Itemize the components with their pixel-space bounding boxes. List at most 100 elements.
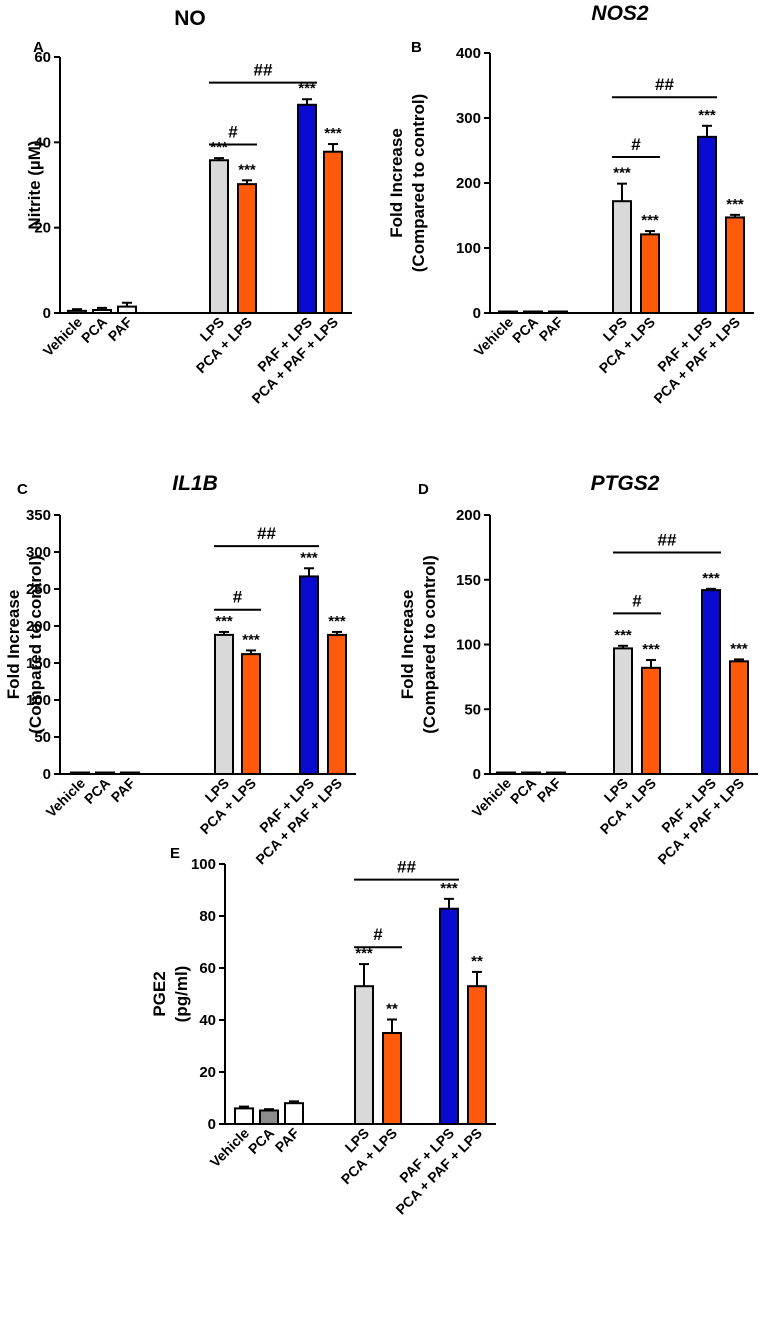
comparison-label: ## bbox=[397, 858, 416, 877]
bar-pca-paf-lps bbox=[323, 150, 343, 314]
panel-letter: B bbox=[411, 39, 422, 56]
bar-vehicle bbox=[67, 309, 87, 315]
y-axis-label-line: (Compared to control) bbox=[26, 555, 45, 734]
significance-label: *** bbox=[440, 880, 458, 897]
significance-label: *** bbox=[730, 640, 748, 657]
x-category-label: PCA bbox=[81, 775, 113, 807]
y-tick-label: 40 bbox=[199, 1012, 216, 1029]
x-category-label: PCA bbox=[245, 1125, 277, 1157]
y-tick-label: 50 bbox=[464, 701, 481, 718]
bar-paf-lps bbox=[299, 575, 319, 775]
y-tick-label: 300 bbox=[26, 544, 51, 561]
bar-paf-lps bbox=[439, 907, 459, 1125]
y-axis-label-line: Fold Increase bbox=[387, 128, 406, 238]
bar-lps bbox=[214, 633, 234, 775]
y-axis-label: Fold Increase (Compared to control) bbox=[398, 555, 439, 734]
y-axis-label: Fold Increase (Compared to control) bbox=[4, 555, 45, 734]
y-axis-label: PGE2 (pg/ml) bbox=[150, 966, 191, 1023]
bar-pca-paf-lps bbox=[729, 660, 749, 776]
y-tick-label: 150 bbox=[26, 655, 51, 672]
y-tick-label: 0 bbox=[473, 766, 481, 783]
y-tick-label: 200 bbox=[26, 618, 51, 635]
bar-lps bbox=[612, 200, 632, 314]
y-tick-label: 0 bbox=[43, 766, 51, 783]
y-tick-label: 300 bbox=[456, 110, 481, 127]
y-tick-label: 100 bbox=[456, 240, 481, 257]
y-tick-label: 100 bbox=[191, 856, 216, 873]
panel-letter: E bbox=[170, 845, 180, 862]
y-axis-label-line: Fold Increase bbox=[4, 590, 23, 700]
significance-label: *** bbox=[215, 613, 233, 630]
y-tick-label: 80 bbox=[199, 908, 216, 925]
comparison-label: # bbox=[228, 122, 238, 141]
y-tick-label: 0 bbox=[208, 1116, 216, 1133]
comparison-label: # bbox=[631, 135, 641, 154]
y-axis-label-line: (pg/ml) bbox=[172, 966, 191, 1023]
y-tick-label: 200 bbox=[456, 175, 481, 192]
significance-label: *** bbox=[698, 107, 716, 124]
y-axis-label: Fold Increase (Compared to control) bbox=[387, 94, 428, 273]
comparison-label: ## bbox=[658, 531, 677, 550]
y-axis-label-line: Nitrite (µM) bbox=[25, 140, 44, 229]
y-axis-label-line: Fold Increase bbox=[398, 590, 417, 700]
bar-pca bbox=[259, 1109, 279, 1125]
y-tick-label: 350 bbox=[26, 507, 51, 524]
significance-label: *** bbox=[324, 125, 342, 142]
y-tick-label: 0 bbox=[43, 305, 51, 322]
comparison-label: ## bbox=[257, 524, 276, 543]
y-axis-label-line: (Compared to control) bbox=[420, 555, 439, 734]
significance-label: *** bbox=[298, 80, 316, 97]
bar-pca-lps bbox=[237, 183, 257, 314]
y-tick-label: 20 bbox=[34, 220, 51, 237]
panel-d: D PTGS2 0 50 100 150 200 Fold Increase (Compared… bbox=[398, 472, 758, 868]
panel-letter: D bbox=[418, 481, 429, 498]
significance-label: *** bbox=[300, 549, 318, 566]
panel-c: C IL1B 0 50 100 150 200 250 300 350 Fold Increase(… bbox=[4, 472, 356, 868]
y-axis-label-line: (Compared to control) bbox=[409, 94, 428, 273]
chart-title: NO bbox=[174, 7, 206, 30]
comparison-label: # bbox=[373, 925, 383, 944]
bar-pca bbox=[92, 309, 112, 315]
significance-label: *** bbox=[328, 613, 346, 630]
significance-label: ** bbox=[386, 1000, 398, 1017]
bar-vehicle bbox=[234, 1107, 254, 1126]
significance-label: *** bbox=[702, 570, 720, 587]
y-tick-label: 50 bbox=[34, 729, 51, 746]
comparison-label: ## bbox=[655, 75, 674, 94]
y-tick-label: 100 bbox=[26, 692, 51, 709]
significance-label: *** bbox=[726, 196, 744, 213]
bar-pca-lps bbox=[382, 1032, 402, 1125]
x-category-label: PCA bbox=[507, 775, 539, 807]
bar-pca-paf-lps bbox=[327, 633, 347, 775]
significance-label: *** bbox=[242, 631, 260, 648]
x-category-label: PCA bbox=[509, 314, 541, 346]
significance-label: *** bbox=[614, 627, 632, 644]
comparison-label: ## bbox=[254, 61, 273, 80]
significance-label: *** bbox=[355, 945, 373, 962]
comparison-label: # bbox=[233, 588, 243, 607]
bar-paf-lps bbox=[297, 103, 317, 314]
bar-paf bbox=[284, 1102, 304, 1125]
chart-title: PTGS2 bbox=[591, 472, 660, 495]
significance-label: *** bbox=[238, 161, 256, 178]
panel-letter: C bbox=[17, 481, 28, 498]
x-category-label: PCA bbox=[78, 314, 110, 346]
significance-label: *** bbox=[642, 641, 660, 658]
y-tick-label: 0 bbox=[473, 305, 481, 322]
panel-b: B NOS2 0 100 200 300 400 Fold Increase (Compared… bbox=[387, 2, 754, 407]
significance-label: *** bbox=[641, 212, 659, 229]
x-category-label: PAF bbox=[105, 313, 136, 344]
significance-label: *** bbox=[210, 139, 228, 156]
bar-pca-lps bbox=[241, 653, 261, 775]
chart-title: NOS2 bbox=[591, 2, 649, 25]
panel-letter: A bbox=[33, 39, 44, 56]
bar-paf-lps bbox=[701, 589, 721, 775]
bar-pca-lps bbox=[641, 666, 661, 775]
y-tick-label: 40 bbox=[34, 134, 51, 151]
significance-label: *** bbox=[613, 165, 631, 182]
bar-pca-paf-lps bbox=[725, 216, 745, 314]
y-tick-label: 400 bbox=[456, 45, 481, 62]
y-axis-label: Nitrite (µM) bbox=[25, 140, 44, 229]
